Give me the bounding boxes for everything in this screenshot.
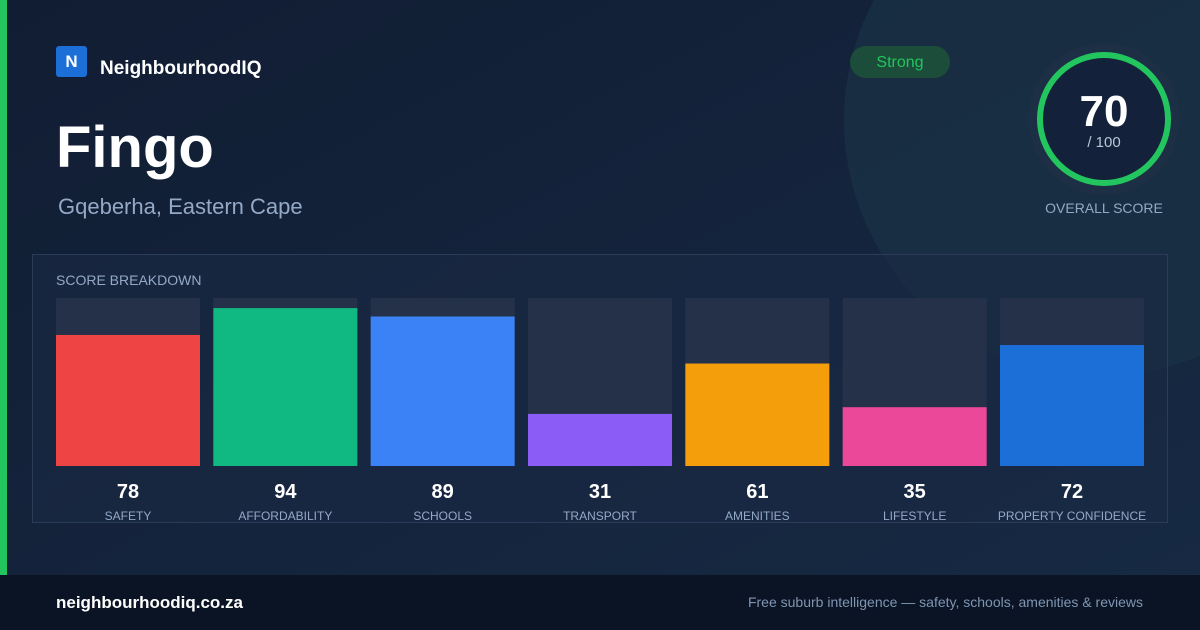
badge-text: Strong	[876, 54, 923, 71]
bar	[213, 308, 358, 466]
bar-value: 61	[746, 481, 768, 503]
bar-label: AFFORDABILITY	[238, 509, 332, 523]
bars: 78 SAFETY 94 AFFORDABILITY 89 SCHOOLS 31 TRANSP…	[56, 298, 1146, 523]
bar	[1000, 345, 1144, 466]
footer-tagline: Free suburb intelligence — safety, schoo…	[748, 594, 1143, 610]
overall-label: OVERALL SCORE	[1045, 200, 1163, 216]
bar-label: PROPERTY CONFIDENCE	[998, 509, 1146, 523]
overall-out-of: / 100	[1087, 134, 1120, 151]
bar	[56, 334, 200, 466]
bar-value: 78	[117, 481, 139, 503]
footer	[0, 575, 1200, 630]
bar-label: SAFETY	[105, 509, 152, 523]
bar-label: TRANSPORT	[563, 509, 637, 523]
logo	[56, 46, 87, 77]
brand-name: NeighbourhoodIQ	[100, 58, 261, 79]
suburb-location: Gqeberha, Eastern Cape	[58, 194, 303, 219]
bar	[528, 413, 672, 466]
bar-value: 31	[589, 481, 611, 503]
bar-value: 89	[432, 481, 454, 503]
logo-letter: N	[65, 52, 77, 71]
bar-label: LIFESTYLE	[883, 509, 946, 523]
bar	[370, 316, 515, 466]
bar-value: 94	[274, 481, 297, 503]
bar	[685, 363, 830, 466]
score-ring	[1037, 52, 1171, 186]
badge	[850, 46, 950, 78]
bar-value: 72	[1061, 481, 1083, 503]
overall-score: 70	[1080, 87, 1129, 136]
bar-value: 35	[904, 481, 926, 503]
bar	[842, 407, 987, 466]
suburb-title: Fingo	[56, 115, 214, 180]
footer-url: neighbourhoodiq.co.za	[56, 593, 244, 612]
bar-label: SCHOOLS	[413, 509, 472, 523]
accent-stripe	[0, 0, 7, 575]
bar-label: AMENITIES	[725, 509, 790, 523]
breakdown-title: SCORE BREAKDOWN	[56, 272, 201, 288]
